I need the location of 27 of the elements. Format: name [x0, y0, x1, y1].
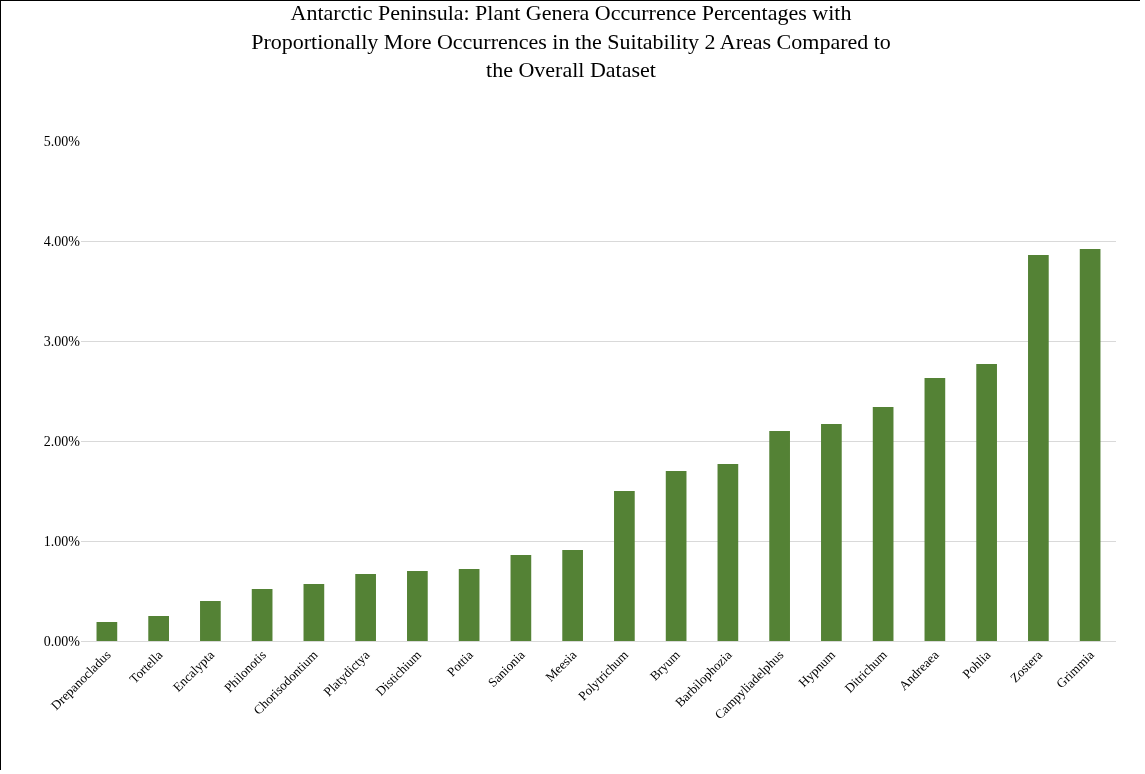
- bar: [200, 601, 221, 641]
- bar: [1028, 255, 1049, 641]
- bar: [407, 571, 428, 641]
- bar: [251, 589, 273, 641]
- bar: [614, 491, 635, 641]
- y-tick-label: 1.00%: [43, 533, 81, 549]
- y-tick-label: 3.00%: [43, 333, 81, 349]
- bar: [821, 424, 842, 641]
- bar: [924, 378, 946, 641]
- y-tick-label: 5.00%: [43, 133, 81, 149]
- y-tick-label: 0.00%: [43, 633, 81, 649]
- bar: [148, 616, 169, 641]
- y-tick-label: 4.00%: [43, 233, 81, 249]
- bar: [717, 464, 739, 641]
- bar: [562, 550, 583, 641]
- bar: [872, 407, 894, 641]
- bar: [458, 569, 480, 641]
- y-tick-label: 2.00%: [43, 433, 81, 449]
- bar: [510, 555, 532, 641]
- bar: [355, 574, 376, 641]
- bar: [665, 471, 687, 641]
- chart-title: Antarctic Peninsula: Plant Genera Occurrence Percentages with Proportionally More Occurrences in the Suitability 2 Areas Compared to the Overall Dataset: [251, 0, 891, 83]
- bar: [976, 364, 997, 641]
- bar: [96, 622, 118, 641]
- bar: [1079, 249, 1101, 641]
- bar: [303, 584, 325, 641]
- bar: [769, 431, 790, 641]
